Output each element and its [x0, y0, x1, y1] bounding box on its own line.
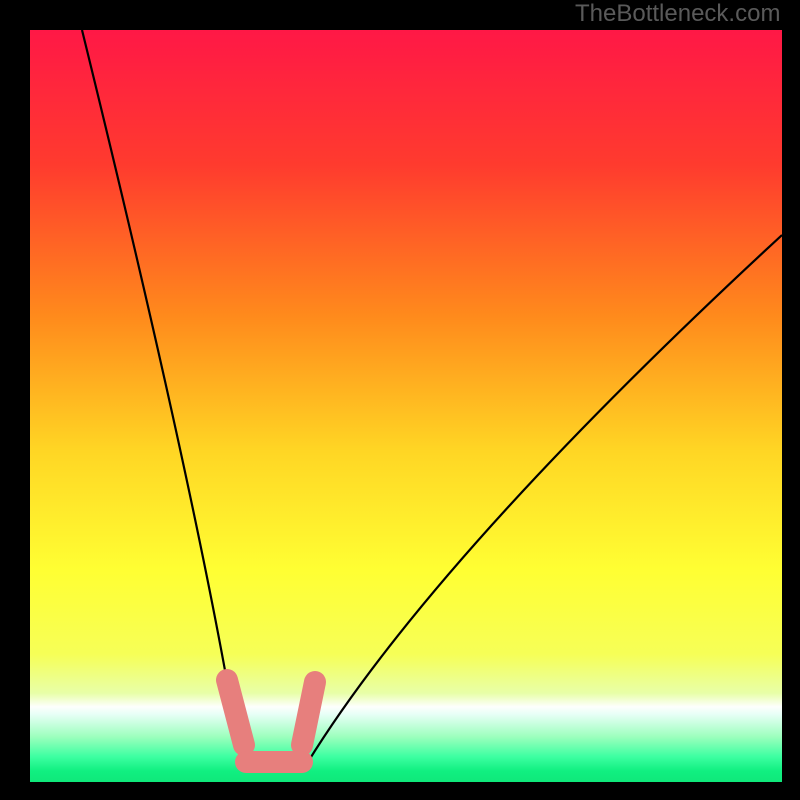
- watermark-text: TheBottleneck.com: [575, 0, 780, 28]
- gradient-background: [30, 30, 782, 782]
- bottleneck-chart: [0, 0, 800, 800]
- optimal-range-marker-right: [302, 682, 315, 745]
